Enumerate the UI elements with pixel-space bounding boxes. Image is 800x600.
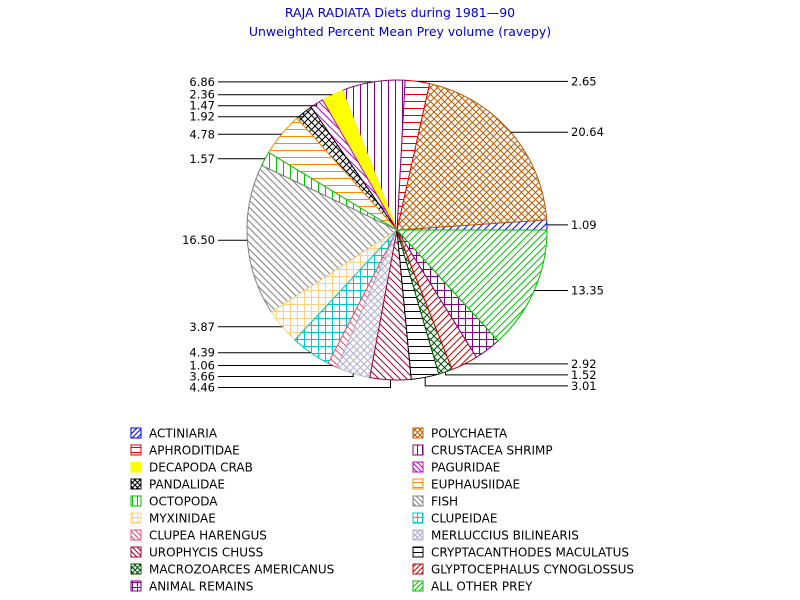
legend-label-myxinidae: MYXINIDAE: [149, 512, 216, 526]
legend-label-clupeidae: CLUPEIDAE: [431, 512, 497, 526]
leader-line-pandalidae: [218, 112, 305, 118]
legend-swatch-fish: [412, 495, 424, 507]
legend-item-clupea-harengus: CLUPEA HARENGUS: [130, 529, 267, 543]
legend-swatch-glyptocephalus-cynoglossus: [412, 563, 424, 575]
legend-item-macrozoarces-americanus: MACROZOARCES AMERICANUS: [130, 563, 334, 577]
slice-label-clupeidae: 4.39: [189, 346, 215, 360]
slice-label-fish: 16.50: [182, 233, 215, 247]
legend-item-animal-remains: ANIMAL REMAINS: [130, 580, 253, 594]
slice-label-myxinidae: 3.87: [189, 320, 215, 334]
legend-swatch-polychaeta: [412, 427, 424, 439]
legend-swatch-pandalidae: [130, 478, 142, 490]
legend-swatch-clupea-harengus: [130, 529, 142, 541]
legend-item-polychaeta: POLYCHAETA: [412, 427, 508, 441]
legend-label-actiniaria: ACTINIARIA: [149, 427, 218, 441]
slice-label-octopoda: 1.57: [189, 152, 215, 166]
legend-label-paguridae: PAGURIDAE: [431, 461, 500, 475]
legend-swatch-decapoda-crab: [130, 461, 142, 473]
slice-label-euphausiidae: 4.78: [189, 127, 215, 141]
slice-label-all-other-prey: 13.35: [571, 284, 604, 298]
pie-slice-all-other-prey: [395, 229, 548, 342]
legend-swatch-animal-remains: [130, 580, 142, 592]
legend-item-pandalidae: PANDALIDAE: [130, 478, 225, 492]
leader-line-urophycis-chuss: [218, 379, 391, 388]
legend-item-fish: FISH: [412, 495, 458, 509]
legend-label-polychaeta: POLYCHAETA: [431, 427, 508, 441]
pie-slice-polychaeta: [396, 82, 548, 231]
legend-swatch-euphausiidae: [412, 478, 424, 490]
legend-label-all-other-prey: ALL OTHER PREY: [431, 580, 533, 594]
legend-swatch-crustacea-shrimp: [412, 444, 424, 456]
legend-item-all-other-prey: ALL OTHER PREY: [412, 580, 533, 594]
legend-label-octopoda: OCTOPODA: [149, 495, 218, 509]
legend-label-clupea-harengus: CLUPEA HARENGUS: [149, 529, 267, 543]
legend-item-crustacea-shrimp: CRUSTACEA SHRIMP: [412, 444, 553, 458]
chart-subtitle: Unweighted Percent Mean Prey volume (rav…: [249, 24, 551, 39]
slice-label-glyptocephalus-cynoglossus: 2.92: [571, 357, 597, 371]
slice-label-pandalidae: 1.92: [189, 110, 215, 124]
legend-label-crustacea-shrimp: CRUSTACEA SHRIMP: [431, 444, 553, 458]
slice-label-crustacea-shrimp: 6.86: [189, 75, 215, 89]
legend-item-urophycis-chuss: UROPHYCIS CHUSS: [130, 546, 263, 560]
legend-swatch-urophycis-chuss: [130, 546, 142, 558]
legend-label-pandalidae: PANDALIDAE: [149, 478, 225, 492]
slice-label-polychaeta: 20.64: [571, 125, 604, 139]
legend-item-euphausiidae: EUPHAUSIIDAE: [412, 478, 520, 492]
legend-item-clupeidae: CLUPEIDAE: [412, 512, 497, 526]
leader-line-paguridae: [218, 103, 318, 107]
slice-label-paguridae: 1.47: [189, 99, 215, 113]
slice-leader-lines: [218, 80, 568, 388]
slice-label-actiniaria: 1.09: [571, 218, 597, 232]
legend-swatch-octopoda: [130, 495, 142, 507]
legend-label-euphausiidae: EUPHAUSIIDAE: [431, 478, 520, 492]
legend-swatch-actiniaria: [130, 427, 142, 439]
legend-swatch-paguridae: [412, 461, 424, 473]
legend-label-urophycis-chuss: UROPHYCIS CHUSS: [149, 546, 263, 560]
legend-item-myxinidae: MYXINIDAE: [130, 512, 216, 526]
leader-line-cryptacanthodes-maculatus: [424, 377, 568, 387]
legend-swatch-clupeidae: [412, 512, 424, 524]
legend-label-merluccius-bilinearis: MERLUCCIUS BILINEARIS: [431, 529, 579, 543]
legend-item-aphroditidae: APHRODITIDAE: [130, 444, 240, 458]
legend-swatch-all-other-prey: [412, 580, 424, 592]
chart-title: RAJA RADIATA Diets during 1981—90: [285, 5, 515, 20]
legend-item-octopoda: OCTOPODA: [130, 495, 218, 509]
legend-swatch-merluccius-bilinearis: [412, 529, 424, 541]
legend-item-glyptocephalus-cynoglossus: GLYPTOCEPHALUS CYNOGLOSSUS: [412, 563, 634, 577]
legend: ACTINIARIA POLYCHAETA APHRODITIDAE CRUSTACE…: [130, 427, 634, 594]
legend-item-paguridae: PAGURIDAE: [412, 461, 500, 475]
slice-label-macrozoarces-americanus: 1.52: [571, 368, 597, 382]
legend-item-cryptacanthodes-maculatus: CRYPTACANTHODES MACULATUS: [412, 546, 629, 560]
legend-label-macrozoarces-americanus: MACROZOARCES AMERICANUS: [149, 563, 334, 577]
slice-label-cryptacanthodes-maculatus: 3.01: [571, 379, 597, 393]
leader-line-merluccius-bilinearis: [218, 373, 354, 377]
legend-label-decapoda-crab: DECAPODA CRAB: [149, 461, 253, 475]
leader-line-macrozoarces-americanus: [445, 371, 568, 376]
legend-item-merluccius-bilinearis: MERLUCCIUS BILINEARIS: [412, 529, 579, 543]
legend-label-glyptocephalus-cynoglossus: GLYPTOCEPHALUS CYNOGLOSSUS: [431, 563, 634, 577]
legend-swatch-aphroditidae: [130, 444, 142, 456]
legend-swatch-myxinidae: [130, 512, 142, 524]
legend-item-decapoda-crab: DECAPODA CRAB: [130, 461, 253, 475]
legend-label-aphroditidae: APHRODITIDAE: [149, 444, 240, 458]
slice-label-urophycis-chuss: 4.46: [189, 381, 215, 395]
legend-swatch-macrozoarces-americanus: [130, 563, 142, 575]
legend-item-actiniaria: ACTINIARIA: [130, 427, 218, 441]
legend-swatch-cryptacanthodes-maculatus: [412, 546, 424, 558]
slice-label-merluccius-bilinearis: 3.66: [189, 370, 215, 384]
legend-label-fish: FISH: [431, 495, 458, 509]
slice-label-clupea-harengus: 1.06: [189, 359, 215, 373]
legend-label-animal-remains: ANIMAL REMAINS: [149, 580, 253, 594]
slice-label-decapoda-crab: 2.36: [189, 88, 215, 102]
legend-label-cryptacanthodes-maculatus: CRYPTACANTHODES MACULATUS: [431, 546, 629, 560]
pie-slice-fish: [246, 164, 399, 314]
slice-label-aphroditidae: 2.65: [571, 74, 597, 88]
slice-value-labels: 1.09 20.64 2.65 6.862.361.471.92 4.78 1.57 16.…: [182, 74, 604, 394]
pie-slices: [246, 79, 548, 381]
